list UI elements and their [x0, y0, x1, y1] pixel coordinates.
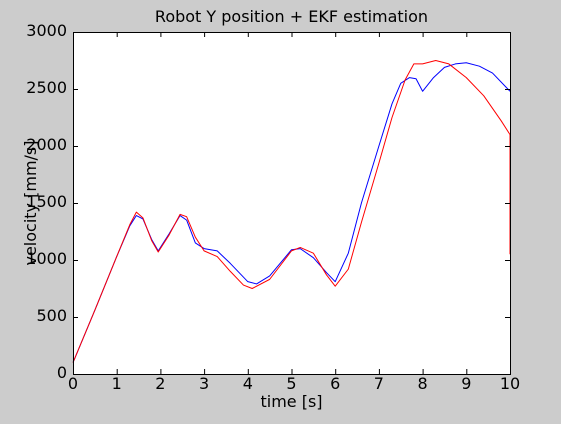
x-tick-label: 5 [286, 374, 296, 393]
x-tick-label: 8 [418, 374, 428, 393]
x-tick-label: 0 [68, 374, 78, 393]
chart-title: Robot Y position + EKF estimation [155, 7, 428, 26]
x-axis-label: time [s] [260, 392, 322, 411]
x-tick-label: 7 [374, 374, 384, 393]
y-tick-label: 3000 [26, 21, 67, 40]
x-tick-label: 3 [199, 374, 209, 393]
y-tick-label: 1000 [26, 249, 67, 268]
y-tick-label: 500 [36, 306, 67, 325]
axes-background [73, 32, 510, 374]
y-axis-label: velocity [mm/s] [21, 141, 40, 266]
x-tick-label: 10 [500, 374, 520, 393]
x-tick-label: 1 [112, 374, 122, 393]
tick-layer: 0 1 2 3 4 5 6 7 8 9 10 0 500 1000 1500 2000 2500 3000 [26, 21, 520, 393]
x-tick-label: 6 [330, 374, 340, 393]
x-tick-label: 2 [155, 374, 165, 393]
x-tick-label: 4 [243, 374, 253, 393]
series-layer [72, 60, 511, 363]
series-line-2 [72, 60, 511, 363]
y-tick-label: 2500 [26, 78, 67, 97]
y-tick-label: 1500 [26, 192, 67, 211]
x-tick-label: 9 [461, 374, 471, 393]
y-tick-label: 2000 [26, 135, 67, 154]
y-tick-label: 0 [57, 363, 67, 382]
